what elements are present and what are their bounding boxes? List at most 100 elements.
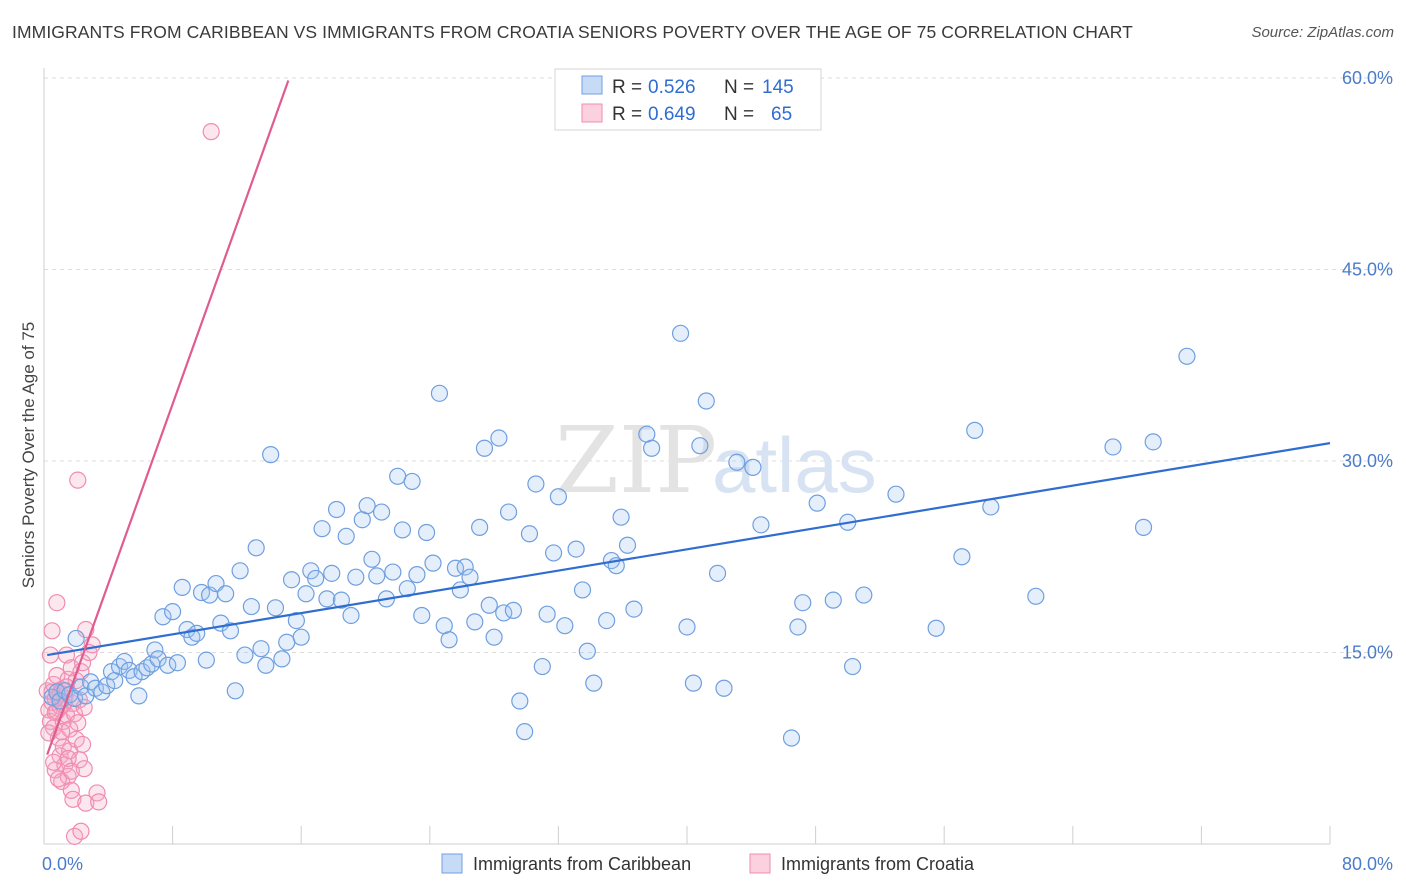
y-axis-label: Seniors Poverty Over the Age of 75 bbox=[19, 322, 38, 588]
caribbean-point-32 bbox=[188, 624, 206, 642]
legend-n-value-1: 145 bbox=[762, 77, 794, 98]
caribbean-point-59 bbox=[323, 564, 341, 582]
source-label: Source: ZipAtlas.com bbox=[1251, 24, 1394, 41]
caribbean-point-29 bbox=[173, 578, 191, 596]
caribbean-point-16 bbox=[115, 652, 133, 671]
caribbean-point-122 bbox=[708, 564, 727, 582]
caribbean-point-61 bbox=[332, 591, 350, 609]
caribbean-points bbox=[43, 324, 1196, 747]
bottom-legend-swatch-croatia bbox=[749, 853, 771, 874]
watermark-atlas: atlas bbox=[712, 421, 877, 509]
caribbean-point-140 bbox=[1027, 587, 1045, 605]
caribbean-point-139 bbox=[982, 498, 1000, 516]
x-tick-label-max: 80.0% bbox=[1342, 854, 1393, 874]
caribbean-point-56 bbox=[307, 569, 325, 588]
caribbean-point-99 bbox=[527, 475, 545, 493]
caribbean-point-100 bbox=[533, 657, 551, 676]
caribbean-point-40 bbox=[226, 682, 244, 700]
caribbean-point-66 bbox=[358, 497, 376, 515]
caribbean-point-138 bbox=[966, 421, 984, 439]
caribbean-point-130 bbox=[808, 494, 826, 512]
caribbean-point-87 bbox=[466, 613, 484, 631]
caribbean-point-88 bbox=[471, 518, 489, 536]
caribbean-point-72 bbox=[389, 467, 407, 485]
caribbean-point-96 bbox=[511, 692, 529, 710]
legend-n-label-1: N = bbox=[724, 77, 754, 98]
caribbean-point-118 bbox=[678, 618, 696, 636]
croatia-point-54 bbox=[59, 749, 77, 768]
caribbean-point-34 bbox=[197, 651, 215, 669]
caribbean-point-60 bbox=[327, 500, 346, 519]
legend-r-label-1: R = bbox=[612, 77, 642, 98]
caribbean-point-23 bbox=[146, 641, 164, 659]
caribbean-point-62 bbox=[337, 527, 355, 545]
caribbean-point-75 bbox=[403, 472, 421, 491]
caribbean-point-126 bbox=[752, 516, 770, 534]
caribbean-point-90 bbox=[480, 596, 498, 614]
bottom-legend: Immigrants from Caribbean Immigrants fro… bbox=[441, 853, 975, 874]
caribbean-point-58 bbox=[318, 590, 336, 608]
croatia-point-10 bbox=[48, 594, 66, 612]
y-tick-label-2: 45.0% bbox=[1342, 260, 1393, 280]
caribbean-point-46 bbox=[257, 656, 275, 674]
legend-box: R = 0.526 N = 145 R = 0.649 N = 65 bbox=[554, 68, 822, 131]
caribbean-point-132 bbox=[824, 591, 842, 609]
x-tick-label-min: 0.0% bbox=[42, 854, 83, 874]
caribbean-point-71 bbox=[384, 563, 402, 581]
croatia-point-31 bbox=[64, 790, 82, 808]
legend-r-value-1: 0.526 bbox=[648, 77, 696, 98]
caribbean-point-121 bbox=[697, 392, 715, 410]
trend-lines bbox=[46, 80, 1331, 756]
caribbean-point-76 bbox=[408, 566, 426, 584]
croatia-point-63 bbox=[202, 123, 220, 141]
croatia-point-47 bbox=[77, 794, 95, 812]
watermark-zip: ZIP bbox=[555, 407, 717, 514]
caribbean-point-80 bbox=[430, 384, 449, 402]
caribbean-point-102 bbox=[544, 544, 563, 562]
caribbean-point-124 bbox=[728, 453, 746, 471]
croatia-point-43 bbox=[73, 735, 92, 754]
croatia-points bbox=[38, 123, 220, 845]
croatia-point-53 bbox=[49, 770, 68, 788]
caribbean-point-6 bbox=[67, 629, 85, 648]
caribbean-point-134 bbox=[855, 586, 873, 604]
caribbean-point-47 bbox=[262, 446, 280, 464]
caribbean-point-69 bbox=[372, 503, 391, 521]
croatia-point-37 bbox=[69, 714, 87, 732]
caribbean-point-50 bbox=[278, 633, 296, 651]
caribbean-point-64 bbox=[347, 568, 365, 586]
bottom-legend-caribbean: Immigrants from Caribbean bbox=[473, 854, 691, 874]
caribbean-point-86 bbox=[461, 568, 479, 586]
caribbean-point-97 bbox=[516, 723, 534, 741]
caribbean-point-28 bbox=[168, 654, 187, 672]
caribbean-point-117 bbox=[671, 324, 690, 342]
caribbean-point-136 bbox=[927, 619, 945, 637]
axes bbox=[43, 68, 1331, 845]
caribbean-point-19 bbox=[130, 687, 148, 705]
caribbean-point-116 bbox=[643, 439, 661, 457]
caribbean-point-67 bbox=[363, 550, 381, 568]
caribbean-point-77 bbox=[413, 606, 431, 625]
caribbean-point-85 bbox=[456, 558, 474, 576]
legend-r-value-2: 0.649 bbox=[648, 104, 696, 125]
caribbean-point-93 bbox=[495, 604, 513, 622]
caribbean-point-42 bbox=[236, 646, 254, 664]
tick-labels: 15.0% 30.0% 45.0% 60.0% 0.0% 80.0% bbox=[42, 68, 1393, 874]
caribbean-point-82 bbox=[440, 631, 458, 649]
caribbean-point-92 bbox=[490, 429, 508, 447]
caribbean-point-78 bbox=[417, 523, 436, 542]
caribbean-point-135 bbox=[887, 485, 905, 503]
croatia-point-57 bbox=[62, 762, 80, 780]
caribbean-point-112 bbox=[612, 508, 630, 526]
caribbean-point-123 bbox=[715, 679, 733, 697]
caribbean-point-109 bbox=[598, 611, 616, 630]
croatia-point-45 bbox=[75, 760, 93, 778]
caribbean-point-104 bbox=[556, 617, 574, 635]
caribbean-point-89 bbox=[475, 439, 494, 457]
caribbean-point-114 bbox=[625, 600, 643, 618]
caribbean-point-25 bbox=[154, 608, 172, 626]
caribbean-point-128 bbox=[789, 618, 807, 636]
croatia-trend-line bbox=[46, 80, 290, 756]
caribbean-point-137 bbox=[953, 548, 971, 566]
legend-n-value-2: 65 bbox=[771, 104, 792, 125]
